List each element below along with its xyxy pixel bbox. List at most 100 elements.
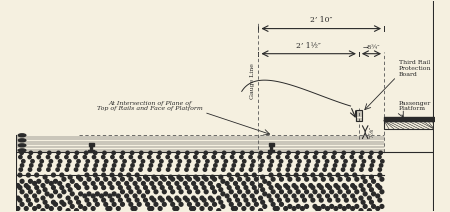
Circle shape: [121, 190, 124, 194]
Circle shape: [28, 202, 32, 206]
Circle shape: [273, 207, 277, 210]
Circle shape: [222, 168, 225, 171]
Circle shape: [269, 164, 272, 167]
Circle shape: [321, 190, 325, 194]
Circle shape: [313, 155, 317, 159]
Circle shape: [232, 164, 235, 167]
Circle shape: [338, 177, 342, 181]
Circle shape: [148, 155, 151, 159]
Circle shape: [112, 164, 116, 167]
Circle shape: [204, 190, 208, 194]
Circle shape: [85, 173, 89, 177]
Circle shape: [261, 200, 265, 204]
Circle shape: [263, 205, 267, 208]
Circle shape: [351, 194, 355, 198]
Circle shape: [150, 181, 153, 185]
Circle shape: [117, 207, 120, 210]
Circle shape: [297, 190, 300, 194]
Circle shape: [376, 194, 380, 198]
Circle shape: [194, 155, 197, 159]
Circle shape: [252, 173, 256, 177]
Circle shape: [108, 207, 112, 210]
Circle shape: [111, 168, 115, 171]
Circle shape: [326, 194, 329, 198]
Circle shape: [336, 186, 340, 190]
Circle shape: [317, 184, 321, 187]
Circle shape: [16, 207, 20, 210]
Circle shape: [102, 168, 105, 171]
Circle shape: [158, 181, 162, 185]
Circle shape: [211, 198, 214, 202]
Circle shape: [259, 151, 263, 155]
Circle shape: [361, 200, 365, 204]
Circle shape: [204, 164, 208, 167]
Circle shape: [66, 196, 70, 200]
Circle shape: [316, 160, 319, 163]
Circle shape: [301, 184, 304, 187]
Circle shape: [334, 194, 338, 198]
Circle shape: [334, 207, 338, 210]
Circle shape: [27, 173, 30, 177]
Circle shape: [188, 177, 191, 181]
Circle shape: [60, 186, 64, 190]
Circle shape: [261, 175, 265, 179]
Circle shape: [268, 168, 271, 171]
Circle shape: [22, 160, 25, 163]
Circle shape: [157, 155, 160, 159]
Circle shape: [70, 205, 74, 208]
Circle shape: [43, 188, 47, 192]
Circle shape: [68, 160, 71, 163]
Circle shape: [74, 168, 78, 171]
Circle shape: [324, 151, 327, 155]
Circle shape: [295, 155, 298, 159]
Circle shape: [317, 207, 321, 210]
Circle shape: [227, 198, 231, 202]
Circle shape: [267, 181, 271, 185]
Circle shape: [203, 155, 206, 159]
Circle shape: [259, 209, 262, 212]
Circle shape: [232, 151, 235, 155]
Circle shape: [221, 192, 225, 196]
Circle shape: [137, 177, 141, 181]
Circle shape: [344, 186, 348, 190]
Circle shape: [251, 164, 254, 167]
Circle shape: [344, 198, 348, 202]
Circle shape: [351, 184, 355, 187]
Circle shape: [294, 186, 298, 190]
Circle shape: [106, 207, 110, 210]
Circle shape: [328, 186, 332, 190]
Circle shape: [240, 155, 243, 159]
Circle shape: [54, 202, 58, 206]
Circle shape: [68, 188, 72, 192]
Circle shape: [62, 190, 66, 194]
Circle shape: [188, 202, 191, 206]
Circle shape: [230, 155, 234, 159]
Circle shape: [127, 173, 130, 177]
Circle shape: [83, 155, 86, 159]
Circle shape: [363, 192, 367, 196]
Circle shape: [370, 151, 373, 155]
Circle shape: [208, 196, 212, 200]
Circle shape: [194, 168, 198, 171]
Circle shape: [351, 151, 355, 155]
Circle shape: [112, 202, 116, 206]
Circle shape: [58, 181, 62, 185]
Circle shape: [85, 164, 88, 167]
Circle shape: [65, 168, 68, 171]
Circle shape: [37, 205, 40, 208]
Circle shape: [178, 160, 181, 163]
Circle shape: [203, 168, 207, 171]
Circle shape: [55, 155, 59, 159]
Circle shape: [149, 151, 152, 155]
Circle shape: [60, 173, 64, 177]
Circle shape: [125, 181, 129, 185]
Circle shape: [200, 207, 204, 210]
Circle shape: [307, 160, 310, 163]
Circle shape: [221, 179, 225, 183]
Circle shape: [192, 181, 195, 185]
Circle shape: [33, 194, 36, 198]
Circle shape: [278, 151, 281, 155]
Circle shape: [35, 198, 39, 202]
Circle shape: [353, 198, 356, 202]
Circle shape: [231, 168, 234, 171]
